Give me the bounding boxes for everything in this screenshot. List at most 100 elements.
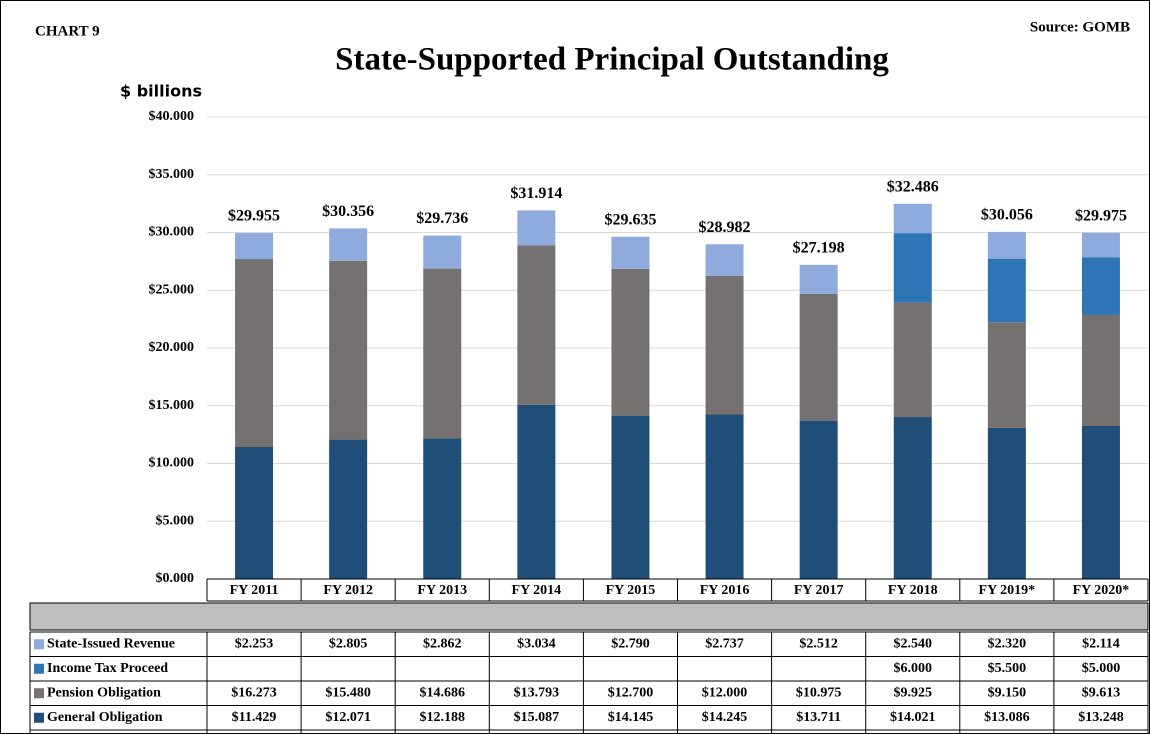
bar-segment <box>893 417 932 579</box>
table-value: $12.700 <box>608 685 654 700</box>
total-label: $27.198 <box>793 240 845 257</box>
total-label: $29.736 <box>416 210 468 227</box>
table-value: $14.686 <box>420 685 466 700</box>
legend-label: General Obligation <box>47 710 163 725</box>
bar-segment <box>329 439 368 579</box>
y-tick-label: $0.000 <box>156 571 195 586</box>
legend-label: Income Tax Proceed <box>47 661 168 676</box>
bar-segment <box>893 203 932 234</box>
table-band <box>29 602 1149 631</box>
total-label: $29.975 <box>1075 207 1127 224</box>
table-value: $9.150 <box>988 685 1027 700</box>
bar-segment <box>987 322 1026 428</box>
table-value: $14.021 <box>890 710 936 725</box>
bar-segment <box>423 235 462 269</box>
total-label: $30.356 <box>322 203 374 220</box>
bar-segment <box>987 231 1026 259</box>
bar-segment <box>611 268 650 416</box>
x-tick-label: FY 2017 <box>794 583 844 598</box>
y-tick-label: $35.000 <box>149 167 195 182</box>
bar-segment <box>799 264 838 294</box>
bar-segment <box>235 446 274 579</box>
x-tick-label: FY 2020* <box>1073 583 1130 598</box>
x-tick-label: FY 2019* <box>979 583 1036 598</box>
legend-swatch <box>34 663 44 674</box>
bar-segment <box>705 414 744 579</box>
legend-label: State-Issued Revenue <box>47 636 175 651</box>
bar-segment <box>517 404 556 579</box>
source: Source: GOMB <box>1030 19 1130 35</box>
table-value: $14.145 <box>608 710 654 725</box>
y-tick-label: $20.000 <box>149 340 195 355</box>
bar-segment <box>329 260 368 440</box>
table-value: $13.248 <box>1078 710 1124 725</box>
x-tick-label: FY 2018 <box>888 583 938 598</box>
total-label: $31.914 <box>510 185 562 202</box>
chart-label: CHART 9 <box>35 23 100 39</box>
bar-segment <box>893 302 932 418</box>
table-value: $2.862 <box>423 636 462 651</box>
y-tick-label: $40.000 <box>149 109 195 124</box>
y-tick-label: $25.000 <box>149 282 195 297</box>
y-tick-label: $10.000 <box>149 456 195 471</box>
bar-segment <box>799 293 838 421</box>
table-value: $6.000 <box>894 661 933 676</box>
table-value: $12.000 <box>702 685 748 700</box>
table-value: $13.793 <box>514 685 560 700</box>
x-tick-label: FY 2015 <box>606 583 656 598</box>
bar-segment <box>517 245 556 405</box>
table-value: $5.000 <box>1082 661 1121 676</box>
bar-segment <box>1081 257 1120 315</box>
y-tick-label: $30.000 <box>149 225 195 240</box>
table-value: $2.253 <box>235 636 274 651</box>
legend-swatch <box>34 639 44 650</box>
chart-title: State-Supported Principal Outstanding <box>335 42 889 78</box>
total-label: $32.486 <box>887 178 939 195</box>
table-value: $5.500 <box>988 661 1027 676</box>
bar-segment <box>799 420 838 579</box>
bar-segment <box>611 236 650 269</box>
table-value: $2.512 <box>799 636 838 651</box>
total-label: $29.955 <box>228 208 280 225</box>
table-value: $11.429 <box>232 710 277 725</box>
x-tick-label: FY 2016 <box>700 583 750 598</box>
total-label: $30.056 <box>981 207 1033 224</box>
table-value: $2.114 <box>1082 636 1120 651</box>
bar-segment <box>1081 232 1120 258</box>
bar-segment <box>235 233 274 260</box>
bar-segment <box>423 438 462 579</box>
bar-segment <box>705 275 744 415</box>
table-value: $2.790 <box>611 636 650 651</box>
table-value: $2.737 <box>705 636 744 651</box>
bar-segment <box>423 268 462 439</box>
y-tick-label: $5.000 <box>156 513 195 528</box>
table-value: $2.805 <box>329 636 368 651</box>
bar-segment <box>705 244 744 276</box>
table-value: $13.086 <box>984 710 1030 725</box>
table-value: $3.034 <box>517 636 556 651</box>
x-tick-label: FY 2013 <box>417 583 467 598</box>
x-tick-label: FY 2011 <box>230 583 279 598</box>
table-value: $16.273 <box>231 685 277 700</box>
bar-segment <box>611 415 650 579</box>
legend-swatch <box>34 688 44 699</box>
table-value: $2.540 <box>894 636 933 651</box>
table-value: $14.245 <box>702 710 748 725</box>
y-tick-label: $15.000 <box>149 398 195 413</box>
bar-segment <box>1081 425 1120 579</box>
legend-swatch <box>34 712 44 723</box>
table-value: $9.613 <box>1082 685 1121 700</box>
table-value: $15.480 <box>325 685 371 700</box>
y-axis-title: $ billions <box>120 82 202 101</box>
bar-segment <box>1081 314 1120 426</box>
table-value: $2.320 <box>988 636 1027 651</box>
table-value: $9.925 <box>894 685 933 700</box>
table-value: $13.711 <box>796 710 841 725</box>
table-value: $15.087 <box>514 710 560 725</box>
bar-segment <box>987 258 1026 323</box>
bar-segment <box>235 259 274 447</box>
legend-label: Pension Obligation <box>47 685 161 700</box>
bar-segment <box>329 228 368 261</box>
x-tick-label: FY 2012 <box>323 583 373 598</box>
